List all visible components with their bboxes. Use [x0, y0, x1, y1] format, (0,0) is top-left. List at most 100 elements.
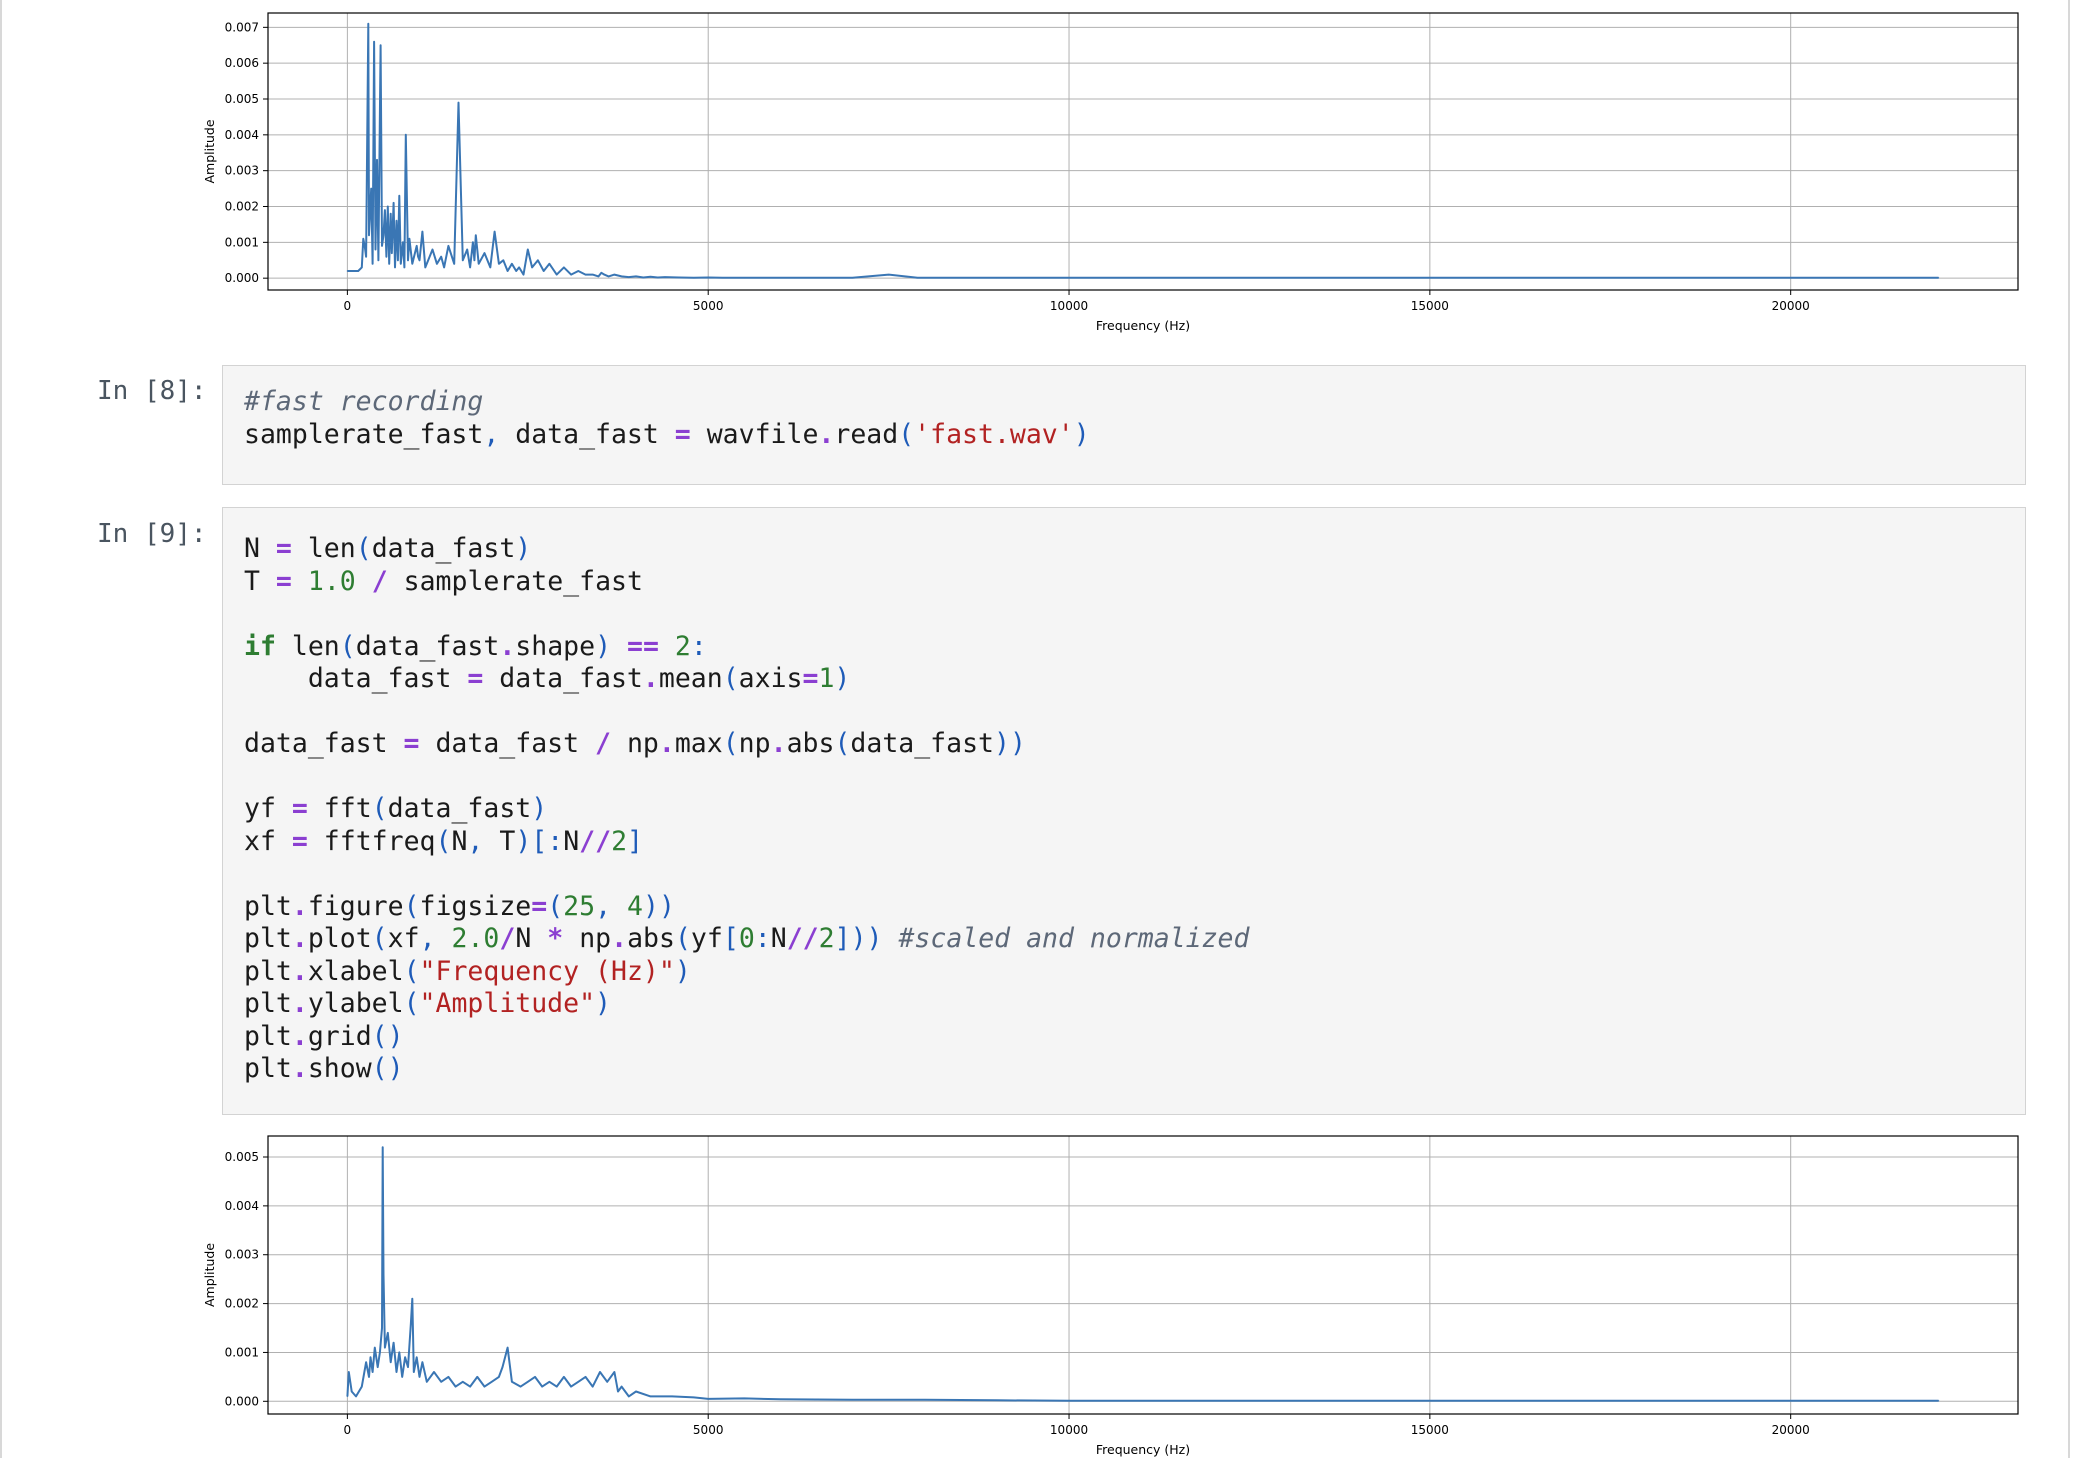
data-point	[563, 1376, 565, 1378]
data-point	[348, 1371, 350, 1373]
data-point	[664, 276, 666, 278]
data-point	[416, 1356, 418, 1358]
data-point	[556, 273, 558, 276]
data-point	[498, 1376, 500, 1378]
data-point	[851, 277, 854, 279]
code-token: ,	[467, 825, 484, 857]
code-token: :	[754, 923, 771, 954]
code-token: (	[435, 825, 452, 857]
data-point	[1938, 277, 1940, 279]
code-token: data_fast	[244, 663, 468, 694]
data-point	[1486, 1400, 1489, 1402]
data-point	[382, 234, 385, 236]
code-line: samplerate_fast, data_fast = wavfile.rea…	[244, 419, 1090, 450]
code-editor-9[interactable]: N = len(data_fast) T = 1.0 / samplerate_…	[244, 533, 2004, 1086]
data-point	[924, 277, 926, 279]
data-point	[355, 1395, 357, 1398]
data-point	[1068, 1400, 1070, 1402]
data-point	[613, 1371, 615, 1373]
code-token: read	[834, 418, 899, 450]
code-token: grid	[307, 1020, 372, 1052]
code-token: (	[371, 923, 388, 954]
code-token: =	[403, 728, 420, 759]
code-editor-8[interactable]: #fast recording samplerate_fast, data_fa…	[244, 386, 2004, 451]
code-token: #scaled and normalized	[898, 923, 1250, 954]
data-point	[447, 245, 450, 247]
code-token: //	[786, 923, 819, 954]
data-point	[531, 266, 533, 269]
data-point	[426, 1381, 428, 1383]
code-token: data_fast	[419, 728, 596, 759]
code-token: 25	[563, 890, 596, 922]
code-token: fftfreq	[307, 825, 436, 857]
code-token	[611, 891, 627, 922]
code-token: =	[291, 793, 308, 824]
code-token: =	[674, 418, 691, 450]
code-line: T = 1.0 / samplerate_fast	[244, 566, 643, 597]
y-tick-label: 0.005	[225, 1150, 259, 1164]
code-token: data_fast	[244, 728, 404, 759]
code-token: (	[403, 988, 420, 1019]
code-token: 2	[674, 630, 691, 662]
code-token: data_fast	[387, 793, 532, 824]
code-cell-8[interactable]: #fast recording samplerate_fast, data_fa…	[222, 365, 2026, 485]
y-tick-label: 0.002	[225, 200, 259, 214]
y-tick-label: 0.003	[225, 1248, 259, 1262]
code-token: .	[658, 728, 675, 759]
data-point	[606, 1381, 608, 1383]
code-token: T	[244, 565, 276, 597]
data-point	[361, 266, 363, 269]
data-point	[367, 23, 369, 25]
data-point	[577, 1381, 579, 1383]
data-point	[1429, 277, 1431, 279]
data-point	[369, 1356, 372, 1358]
data-point	[924, 1399, 926, 1401]
code-token: :	[690, 630, 707, 662]
code-line: plt.plot(xf, 2.0/N * np.abs(yf[0:N//2]))…	[244, 923, 1249, 954]
data-point	[506, 270, 509, 272]
data-point	[543, 270, 545, 272]
code-token: data_fast	[371, 533, 516, 564]
data-point	[362, 238, 364, 240]
data-point	[381, 1327, 383, 1329]
data-point	[346, 1395, 348, 1398]
code-token: (	[403, 955, 420, 987]
data-point	[548, 263, 551, 265]
data-point	[401, 1376, 403, 1378]
data-point	[722, 277, 724, 279]
data-point	[407, 1366, 409, 1368]
code-token: =	[531, 890, 548, 922]
code-token: (	[898, 418, 915, 450]
data-point	[407, 259, 409, 261]
code-token: ()	[371, 1053, 404, 1084]
data-point	[466, 248, 468, 251]
code-token: plot	[307, 923, 372, 954]
code-token: np	[610, 728, 659, 759]
code-token: /	[595, 728, 611, 759]
data-point	[519, 1386, 522, 1388]
data-point	[368, 1376, 370, 1378]
data-point	[603, 273, 605, 276]
data-point	[556, 1386, 558, 1388]
code-token: .	[770, 728, 787, 759]
data-point	[361, 1386, 363, 1388]
code-cell-9[interactable]: N = len(data_fast) T = 1.0 / samplerate_…	[222, 507, 2026, 1115]
code-token: T	[483, 825, 516, 857]
data-point	[373, 41, 375, 43]
code-token: show	[307, 1053, 372, 1084]
code-token: axis	[738, 663, 803, 694]
code-token: 2.0	[451, 923, 500, 954]
data-point	[357, 270, 359, 272]
code-token: .	[291, 1053, 308, 1084]
data-point	[483, 252, 486, 254]
code-token: samplerate_fast	[387, 565, 643, 597]
data-point	[440, 1381, 442, 1383]
data-point	[475, 234, 477, 236]
data-point	[577, 270, 579, 272]
data-point	[584, 1376, 587, 1378]
output-plot-2: 0 5000 10000 15000 20000 0.000 0.001 0.002 0.003…	[190, 1125, 2030, 1458]
data-point	[469, 1386, 471, 1388]
data-point	[707, 1398, 709, 1400]
code-token: "Frequency (Hz)"	[419, 955, 675, 987]
